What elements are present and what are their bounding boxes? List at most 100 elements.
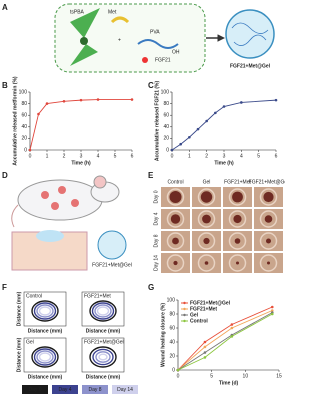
data-point — [62, 99, 66, 103]
hydroxyl: OH — [172, 49, 180, 55]
x-axis-label: Distance (mm) — [86, 374, 121, 380]
wound-trace — [92, 348, 114, 366]
data-point — [270, 312, 274, 316]
data-point — [203, 345, 207, 349]
wound-trace — [89, 300, 117, 322]
legend-box — [112, 385, 138, 394]
wound-area — [234, 238, 241, 244]
y-axis-label: Distance (mm) — [16, 291, 22, 326]
wound-trace — [95, 351, 111, 363]
gel-zoom — [97, 230, 127, 260]
x-tick-label: 3 — [223, 153, 226, 159]
mouse-tail — [11, 204, 19, 228]
data-point — [96, 98, 100, 101]
gel-in-wound — [36, 230, 64, 242]
y-tick-label: 20 — [21, 136, 27, 142]
panel-label: A — [2, 3, 8, 12]
wound-area — [170, 214, 181, 224]
legend-marker — [183, 307, 186, 311]
panel-label: F — [2, 283, 7, 292]
data-line — [177, 306, 273, 371]
y-tick-label: 60 — [163, 113, 169, 119]
wound-trace — [38, 306, 52, 316]
wound-ring — [259, 232, 278, 250]
x-tick-label: 6 — [275, 153, 278, 159]
wound-trace — [38, 352, 52, 362]
legend-label: FGF21+Met@Gel — [190, 300, 231, 306]
data-line — [177, 312, 273, 371]
data-point — [230, 326, 234, 330]
legend-box — [22, 385, 48, 394]
data-point — [45, 102, 49, 105]
x-tick-label: 0 — [29, 153, 32, 159]
wound-area — [203, 237, 210, 245]
x-tick-label: 5 — [114, 153, 117, 159]
y-tick-label: 100 — [19, 89, 28, 95]
wound-ring — [228, 188, 247, 206]
y-tick-label: 80 — [169, 311, 175, 317]
x-tick-label: 2 — [205, 153, 208, 159]
x-tick-label: 10 — [243, 373, 249, 379]
row-label: Day 0 — [153, 190, 159, 203]
y-tick-label: 40 — [169, 339, 175, 345]
wound-trace — [98, 353, 108, 361]
x-tick-label: 4 — [240, 153, 243, 159]
column-header: Control — [167, 179, 183, 185]
product-label: FGF21+Met@Gel — [230, 63, 271, 69]
wound-area — [233, 214, 242, 224]
x-tick-label: 4 — [97, 153, 100, 159]
data-point — [270, 305, 274, 309]
data-line — [29, 99, 132, 151]
wound-area — [267, 261, 270, 265]
wound-area — [173, 260, 178, 266]
wound-area — [236, 261, 239, 265]
x-tick-label: 5 — [257, 153, 260, 159]
data-point — [222, 105, 226, 108]
axis — [171, 92, 276, 151]
wound-ring — [166, 188, 185, 206]
x-tick-label: 1 — [46, 153, 49, 159]
data-point — [37, 112, 40, 116]
component-label: FGF21 — [155, 57, 171, 63]
data-point — [214, 111, 217, 115]
data-point — [28, 148, 32, 152]
y-axis-label: Accumulative released FGF21 (%) — [154, 81, 160, 162]
y-tick-label: 40 — [163, 124, 169, 130]
y-axis-label: Accumulative released metformin (%) — [12, 76, 18, 166]
x-tick-label: 6 — [131, 153, 134, 159]
wound-trace — [36, 304, 54, 318]
y-axis-label: Wound healing closure (%) — [160, 303, 166, 367]
y-tick-label: 20 — [163, 136, 169, 142]
data-point — [176, 368, 180, 372]
wound-trace — [33, 348, 57, 366]
wound-trace — [36, 350, 54, 364]
gel-network — [231, 22, 269, 46]
wound-area — [169, 191, 182, 203]
x-tick-label: 3 — [80, 153, 83, 159]
wound-ring — [259, 188, 278, 206]
wound-ring — [228, 232, 247, 250]
y-tick-label: 20 — [169, 353, 175, 359]
y-tick-label: 60 — [169, 325, 175, 331]
y-tick-label: 0 — [172, 367, 175, 373]
y-tick-label: 0 — [24, 147, 27, 153]
column-header: FGF21+Met@Gel — [249, 179, 285, 185]
panel-label: C — [148, 81, 154, 90]
wound — [58, 186, 66, 194]
tspba-shape — [70, 8, 100, 38]
gel-circle — [225, 9, 275, 59]
data-point — [79, 98, 83, 102]
component-label: Met — [108, 9, 117, 15]
row-label: Day 8 — [153, 234, 159, 247]
x-axis-label: Time (h) — [214, 160, 234, 166]
legend-box — [52, 385, 78, 394]
tspba-core — [80, 37, 88, 45]
wound-trace — [33, 302, 57, 320]
wound-trace — [96, 306, 110, 316]
legend-label: Gel — [190, 312, 199, 318]
data-point — [270, 309, 274, 312]
wound-ring — [166, 232, 185, 250]
data-point — [188, 135, 191, 139]
y-tick-label: 100 — [167, 297, 176, 303]
panel-label: D — [2, 171, 8, 180]
